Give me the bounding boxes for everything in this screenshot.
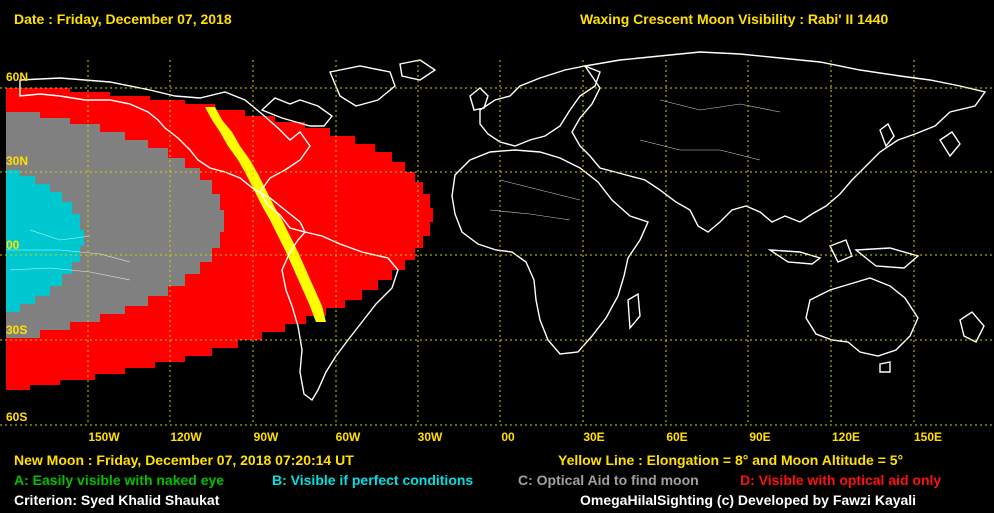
lat-label-30s: 30S <box>6 323 28 337</box>
lat-label-30n: 30N <box>6 154 29 168</box>
lon-label-150e: 150E <box>913 430 943 444</box>
yellow-line-label: Yellow Line : Elongation = 8° and Moon A… <box>558 452 904 468</box>
legend-d: D: Visible with optical aid only <box>740 472 942 488</box>
lon-label-30w: 30W <box>417 430 443 444</box>
lon-label-90e: 90E <box>749 430 771 444</box>
legend-c: C: Optical Aid to find moon <box>518 472 699 488</box>
map-title: Waxing Crescent Moon Visibility : Rabi' … <box>580 11 889 27</box>
border-lines <box>6 99 781 281</box>
lat-label-60s: 60S <box>6 410 28 424</box>
lat-lon-grid <box>0 60 994 426</box>
zone-b-cyan <box>6 170 84 312</box>
lon-label-120w: 120W <box>170 430 202 444</box>
lon-label-90w: 90W <box>253 430 279 444</box>
yellow-elongation-line <box>205 107 326 322</box>
lon-label-60w: 60W <box>335 430 361 444</box>
lon-label-150w: 150W <box>88 430 120 444</box>
lon-label-120e: 120E <box>831 430 861 444</box>
lat-label-60n: 60N <box>6 70 29 84</box>
lon-label-30e: 30E <box>583 430 605 444</box>
criterion-label: Criterion: Syed Khalid Shaukat <box>14 492 220 508</box>
lat-label-00: 00 <box>6 238 20 252</box>
new-moon-label: New Moon : Friday, December 07, 2018 07:… <box>14 452 354 468</box>
date-label: Date : Friday, December 07, 2018 <box>14 11 232 27</box>
lon-label-00: 00 <box>501 430 515 444</box>
credit-label: OmegaHilalSighting (c) Developed by Fawz… <box>580 492 917 508</box>
legend-b: B: Visible if perfect conditions <box>272 472 474 488</box>
continent-outlines <box>19 51 987 402</box>
lon-label-60e: 60E <box>666 430 688 444</box>
legend-a: A: Easily visible with naked eye <box>14 472 225 488</box>
